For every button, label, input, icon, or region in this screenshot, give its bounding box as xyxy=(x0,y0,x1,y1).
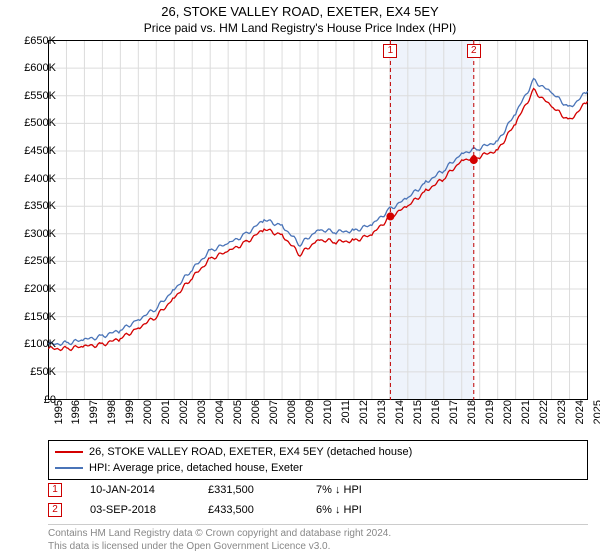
chart-canvas xyxy=(48,40,588,400)
xtick-label: 2006 xyxy=(250,400,262,440)
ytick-label: £200K xyxy=(10,283,56,295)
xtick-label: 1996 xyxy=(70,400,82,440)
sale-price-1: £331,500 xyxy=(208,484,288,496)
legend-label-hpi: HPI: Average price, detached house, Exet… xyxy=(89,462,303,474)
xtick-label: 2004 xyxy=(214,400,226,440)
ytick-label: £500K xyxy=(10,117,56,129)
xtick-label: 2018 xyxy=(466,400,478,440)
ytick-label: £100K xyxy=(10,338,56,350)
xtick-label: 2013 xyxy=(376,400,388,440)
sale-marker-2: 2 xyxy=(48,503,62,517)
down-arrow-icon: ↓ xyxy=(335,484,341,496)
xtick-label: 2005 xyxy=(232,400,244,440)
xtick-label: 1997 xyxy=(88,400,100,440)
sale-date-1: 10-JAN-2014 xyxy=(90,484,180,496)
sales-row-1: 1 10-JAN-2014 £331,500 7% ↓ HPI xyxy=(48,480,366,500)
xtick-label: 2019 xyxy=(484,400,496,440)
xtick-label: 2010 xyxy=(322,400,334,440)
xtick-label: 2001 xyxy=(160,400,172,440)
xtick-label: 2008 xyxy=(286,400,298,440)
xtick-label: 2025 xyxy=(592,400,600,440)
xtick-label: 2023 xyxy=(556,400,568,440)
xtick-label: 2002 xyxy=(178,400,190,440)
xtick-label: 2000 xyxy=(142,400,154,440)
attribution-line1: Contains HM Land Registry data © Crown c… xyxy=(48,528,588,541)
legend-label-subject: 26, STOKE VALLEY ROAD, EXETER, EX4 5EY (… xyxy=(89,446,412,458)
sale-pct-2: 6% ↓ HPI xyxy=(316,504,366,516)
ytick-label: £400K xyxy=(10,173,56,185)
chart-legend: 26, STOKE VALLEY ROAD, EXETER, EX4 5EY (… xyxy=(48,440,588,480)
chart-title-block: 26, STOKE VALLEY ROAD, EXETER, EX4 5EY P… xyxy=(0,0,600,35)
xtick-label: 2015 xyxy=(412,400,424,440)
xtick-label: 1999 xyxy=(124,400,136,440)
attribution: Contains HM Land Registry data © Crown c… xyxy=(48,524,588,553)
xtick-label: 2007 xyxy=(268,400,280,440)
ytick-label: £300K xyxy=(10,228,56,240)
ytick-label: £150K xyxy=(10,311,56,323)
chart-sale-marker-2: 2 xyxy=(467,44,481,58)
xtick-label: 2014 xyxy=(394,400,406,440)
ytick-label: £50K xyxy=(10,366,56,378)
ytick-label: £250K xyxy=(10,255,56,267)
legend-swatch-subject xyxy=(55,451,83,453)
xtick-label: 2024 xyxy=(574,400,586,440)
chart-subtitle: Price paid vs. HM Land Registry's House … xyxy=(0,21,600,35)
xtick-label: 2021 xyxy=(520,400,532,440)
price-chart xyxy=(48,40,588,400)
ytick-label: £650K xyxy=(10,35,56,47)
xtick-label: 1998 xyxy=(106,400,118,440)
xtick-label: 2016 xyxy=(430,400,442,440)
xtick-label: 2020 xyxy=(502,400,514,440)
xtick-label: 2012 xyxy=(358,400,370,440)
legend-row-subject: 26, STOKE VALLEY ROAD, EXETER, EX4 5EY (… xyxy=(55,444,581,460)
legend-row-hpi: HPI: Average price, detached house, Exet… xyxy=(55,460,581,476)
legend-swatch-hpi xyxy=(55,467,83,469)
sales-row-2: 2 03-SEP-2018 £433,500 6% ↓ HPI xyxy=(48,500,366,520)
xtick-label: 2003 xyxy=(196,400,208,440)
sales-table: 1 10-JAN-2014 £331,500 7% ↓ HPI 2 03-SEP… xyxy=(48,480,366,520)
sale-marker-1: 1 xyxy=(48,483,62,497)
chart-title: 26, STOKE VALLEY ROAD, EXETER, EX4 5EY xyxy=(0,4,600,19)
xtick-label: 2009 xyxy=(304,400,316,440)
ytick-label: £0 xyxy=(10,394,56,406)
xtick-label: 1995 xyxy=(53,400,65,440)
xtick-label: 2017 xyxy=(448,400,460,440)
sale-price-2: £433,500 xyxy=(208,504,288,516)
sale-date-2: 03-SEP-2018 xyxy=(90,504,180,516)
sale-pct-1: 7% ↓ HPI xyxy=(316,484,366,496)
down-arrow-icon: ↓ xyxy=(335,504,341,516)
ytick-label: £600K xyxy=(10,62,56,74)
xtick-label: 2022 xyxy=(538,400,550,440)
ytick-label: £350K xyxy=(10,200,56,212)
ytick-label: £450K xyxy=(10,145,56,157)
chart-sale-marker-1: 1 xyxy=(383,44,397,58)
ytick-label: £550K xyxy=(10,90,56,102)
attribution-line2: This data is licensed under the Open Gov… xyxy=(48,541,588,554)
xtick-label: 2011 xyxy=(340,400,352,440)
